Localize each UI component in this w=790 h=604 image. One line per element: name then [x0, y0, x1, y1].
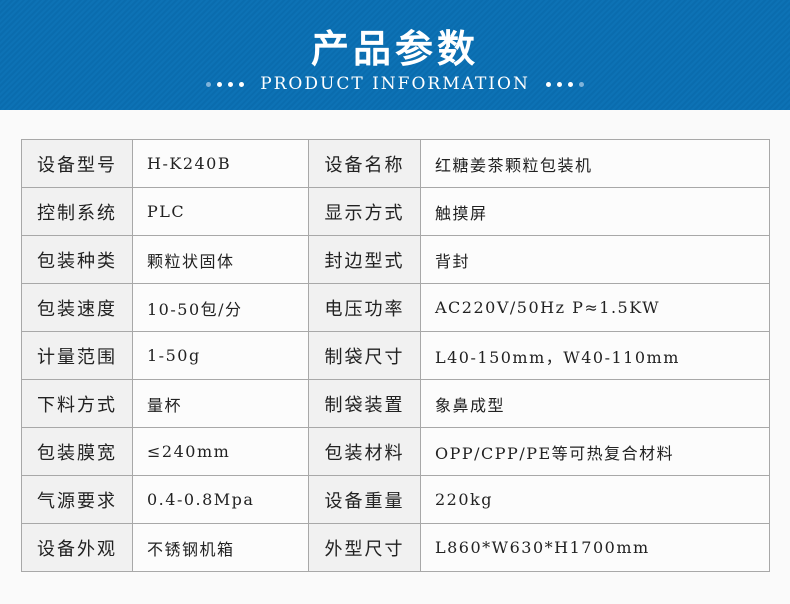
spec-value: 红糖姜茶颗粒包装机 [420, 139, 770, 188]
spec-value: 触摸屏 [420, 187, 770, 236]
spec-label: 包装速度 [21, 283, 133, 332]
page-title: 产品参数 [310, 26, 479, 71]
table-row: 设备外观 不锈钢机箱 外型尺寸 L860*W630*H1700mm [21, 523, 770, 572]
spec-value: 0.4-0.8Mpa [132, 475, 309, 524]
dots-right-decoration [545, 81, 584, 87]
spec-value: 背封 [420, 235, 770, 284]
spec-value: AC220V/50Hz P≈1.5KW [420, 283, 770, 332]
subtitle-row: PRODUCT INFORMATION [0, 74, 790, 94]
page-subtitle: PRODUCT INFORMATION [260, 74, 530, 94]
spec-label: 包装材料 [308, 427, 421, 476]
spec-label: 外型尺寸 [308, 523, 421, 572]
spec-value: L40-150mm，W40-110mm [420, 331, 770, 380]
spec-value: 220kg [420, 475, 770, 524]
spec-value: OPP/CPP/PE等可热复合材料 [420, 427, 770, 476]
spec-label: 设备名称 [308, 139, 421, 188]
spec-label: 包装膜宽 [21, 427, 133, 476]
spec-value: ≤240mm [132, 427, 309, 476]
spec-value: 不锈钢机箱 [132, 523, 309, 572]
table-row: 包装膜宽 ≤240mm 包装材料 OPP/CPP/PE等可热复合材料 [21, 427, 770, 476]
spec-label: 显示方式 [308, 187, 421, 236]
spec-label: 计量范围 [21, 331, 133, 380]
table-row: 包装种类 颗粒状固体 封边型式 背封 [21, 235, 770, 284]
spec-value: L860*W630*H1700mm [420, 523, 770, 572]
table-row: 控制系统 PLC 显示方式 触摸屏 [21, 187, 770, 236]
spec-value: 1-50g [132, 331, 309, 380]
spec-label: 下料方式 [21, 379, 133, 428]
spec-label: 控制系统 [21, 187, 133, 236]
dots-left-decoration [206, 81, 245, 87]
spec-label: 设备型号 [21, 139, 133, 188]
spec-value: H-K240B [132, 139, 309, 188]
spec-label: 气源要求 [21, 475, 133, 524]
spec-label: 设备外观 [21, 523, 133, 572]
spec-value: PLC [132, 187, 309, 236]
spec-value: 量杯 [132, 379, 309, 428]
spec-label: 包装种类 [21, 235, 133, 284]
spec-value: 颗粒状固体 [132, 235, 309, 284]
spec-table: 设备型号 H-K240B 设备名称 红糖姜茶颗粒包装机 控制系统 PLC 显示方式 触摸屏 包装… [21, 139, 770, 572]
spec-label: 制袋装置 [308, 379, 421, 428]
table-row: 包装速度 10-50包/分 电压功率 AC220V/50Hz P≈1.5KW [21, 283, 770, 332]
table-row: 计量范围 1-50g 制袋尺寸 L40-150mm，W40-110mm [21, 331, 770, 380]
spec-label: 电压功率 [308, 283, 421, 332]
spec-label: 封边型式 [308, 235, 421, 284]
spec-value: 10-50包/分 [132, 283, 309, 332]
spec-label: 制袋尺寸 [308, 331, 421, 380]
table-row: 气源要求 0.4-0.8Mpa 设备重量 220kg [21, 475, 770, 524]
header-banner: 产品参数 PRODUCT INFORMATION [0, 0, 790, 110]
table-row: 下料方式 量杯 制袋装置 象鼻成型 [21, 379, 770, 428]
spec-value: 象鼻成型 [420, 379, 770, 428]
spec-label: 设备重量 [308, 475, 421, 524]
table-row: 设备型号 H-K240B 设备名称 红糖姜茶颗粒包装机 [21, 139, 770, 188]
